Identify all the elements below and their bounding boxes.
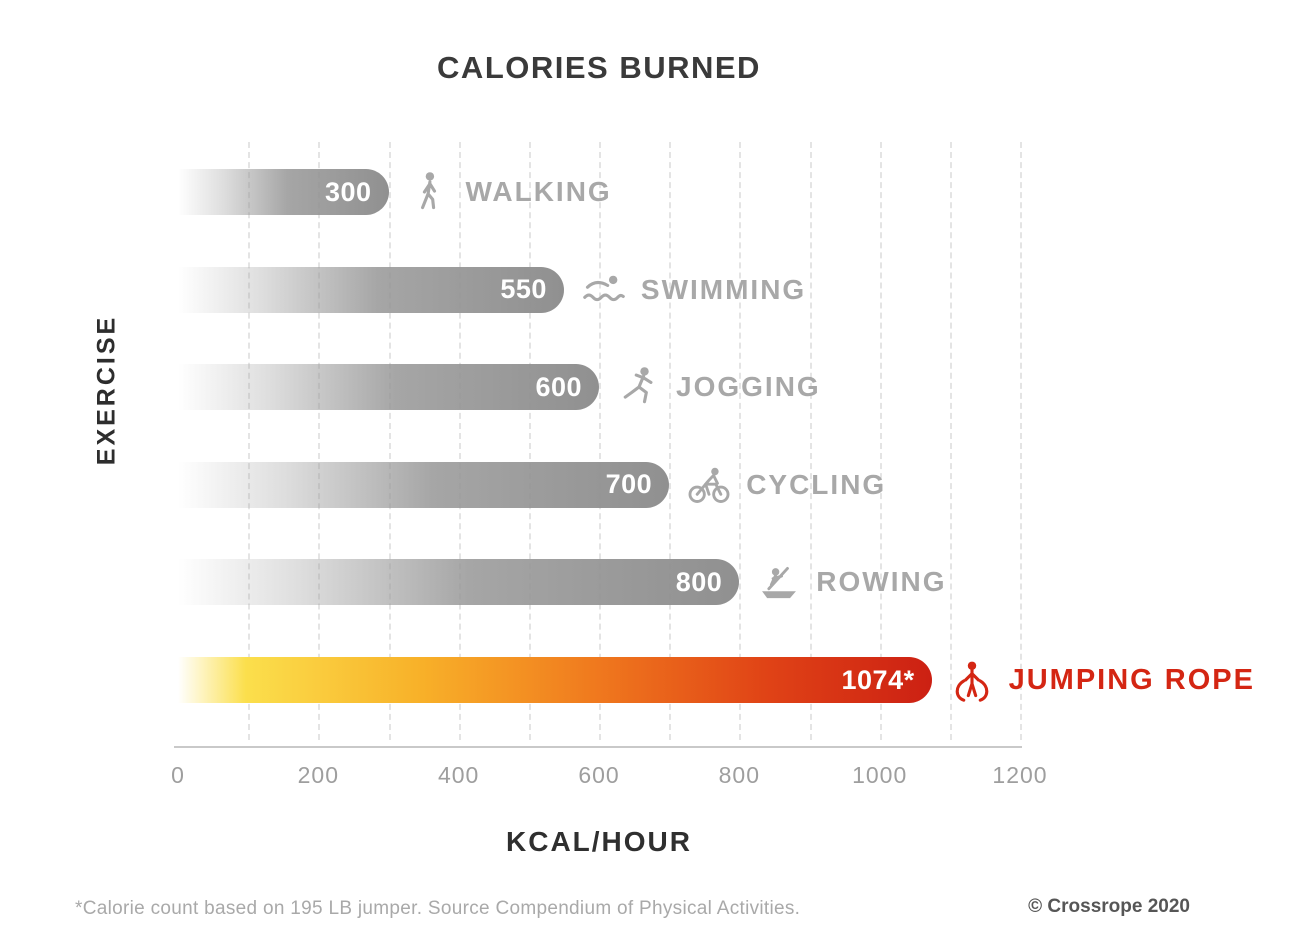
bar-value-cycling: 700 (605, 469, 653, 500)
bar-label-walking: WALKING (465, 176, 612, 207)
bar-row-cycling: 700 CYCLING (178, 461, 887, 508)
jumping-rope-icon (948, 657, 996, 703)
gridline (388, 142, 391, 740)
bar-value-jogging: 600 (535, 371, 582, 402)
bar-label-rowing: ROWING (816, 566, 947, 598)
chart-title: CALORIES BURNED (437, 50, 761, 85)
walking-icon (405, 169, 453, 215)
x-tick: 200 (297, 762, 340, 788)
jogging-icon (615, 364, 663, 410)
x-tick: 800 (718, 762, 761, 788)
gridline (949, 142, 952, 740)
bar-row-walking: 300 WALKING (178, 169, 612, 215)
gridline (739, 142, 742, 740)
bar-row-jogging: 600 JOGGING (178, 364, 821, 411)
bar-value-walking: 300 (324, 176, 372, 207)
bar-row-swimming: 550 SWIMMING (178, 266, 807, 313)
gridline (669, 142, 672, 740)
bar-jumping-rope: 1074* (178, 657, 932, 703)
copyright: © Crossrope 2020 (1028, 896, 1190, 917)
gridline (318, 142, 321, 740)
gridline (809, 142, 812, 740)
x-axis-ticks: 0 200 400 600 800 1000 1200 (171, 762, 1046, 792)
y-axis-label: EXERCISE (92, 314, 121, 466)
bar-value-jumping-rope: 1074* (841, 664, 915, 695)
gridline (458, 142, 461, 740)
x-tick: 600 (578, 762, 620, 788)
bar-rowing: 800 (178, 559, 740, 606)
bar-swimming: 550 (178, 266, 564, 313)
gridline (599, 142, 601, 740)
bar-jogging: 600 (178, 364, 599, 411)
x-tick: 1000 (852, 762, 908, 788)
bar-value-swimming: 550 (500, 274, 547, 305)
x-tick: 1200 (992, 762, 1048, 788)
cycling-icon (685, 462, 733, 508)
x-tick: 0 (171, 762, 185, 788)
plot-area: 300 WALKING 550 SWIMMING 600 JOGGING (174, 140, 1253, 748)
x-axis-line (174, 746, 1022, 748)
x-tick: 400 (437, 762, 480, 788)
bar-cycling: 700 (178, 461, 670, 508)
x-axis-label: KCAL/HOUR (506, 826, 692, 857)
bar-row-jumping-rope: 1074* JUMPING ROPE (178, 657, 1255, 703)
bar-walking: 300 (178, 169, 389, 215)
bar-label-jumping-rope: JUMPING ROPE (1008, 663, 1255, 696)
gridline (879, 142, 882, 740)
bar-label-swimming: SWIMMING (640, 273, 807, 305)
rowing-icon (755, 559, 803, 605)
gridline (248, 142, 251, 740)
bar-row-rowing: 800 ROWING (178, 559, 947, 606)
bar-value-rowing: 800 (675, 566, 723, 597)
swimming-icon (580, 267, 628, 313)
gridline (528, 142, 531, 740)
gridline (1020, 142, 1022, 740)
footnote: *Calorie count based on 195 LB jumper. S… (75, 898, 801, 919)
bar-label-cycling: CYCLING (746, 468, 887, 500)
bar-label-jogging: JOGGING (676, 371, 821, 403)
